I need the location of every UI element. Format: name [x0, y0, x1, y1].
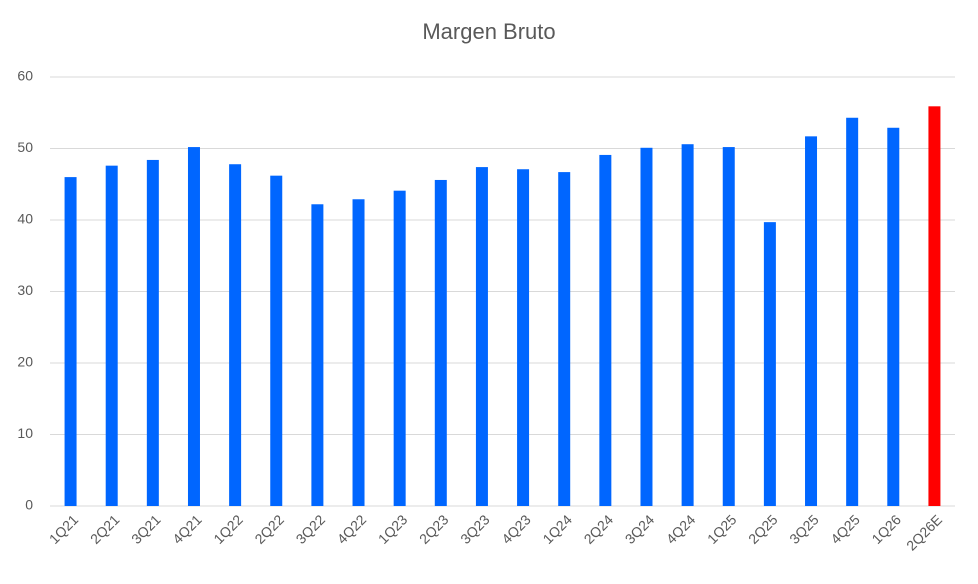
bar	[805, 136, 818, 506]
x-tick-label: 4Q21	[169, 511, 205, 547]
x-tick-label: 1Q26	[869, 511, 905, 547]
x-tick-label: 3Q24	[622, 511, 658, 547]
x-tick-label: 4Q23	[498, 511, 534, 547]
bar	[681, 144, 694, 506]
bar	[640, 147, 653, 506]
x-tick-label: 2Q22	[251, 511, 287, 547]
x-tick-label: 2Q25	[745, 511, 781, 547]
y-tick-label: 10	[17, 425, 33, 441]
y-tick-label: 30	[17, 282, 33, 298]
y-tick-label: 40	[17, 211, 33, 227]
bar	[928, 106, 941, 506]
x-tick-label: 2Q21	[87, 511, 123, 547]
bar	[722, 147, 735, 506]
y-tick-label: 60	[17, 68, 33, 84]
x-tick-label: 4Q22	[334, 511, 370, 547]
y-tick-label: 0	[25, 497, 33, 513]
x-tick-label: 4Q24	[663, 511, 699, 547]
x-tick-label: 1Q24	[539, 511, 575, 547]
bar	[846, 117, 859, 506]
x-tick-label: 2Q23	[416, 511, 452, 547]
bar	[558, 172, 571, 506]
x-tick-label: 3Q23	[457, 511, 493, 547]
bar	[311, 204, 324, 506]
x-tick-label: 2Q24	[581, 511, 617, 547]
bar	[229, 164, 242, 507]
bar	[887, 127, 900, 506]
x-tick-label: 3Q25	[786, 511, 822, 547]
bar	[517, 169, 530, 507]
bar	[475, 167, 488, 506]
x-tick-label: 1Q21	[46, 511, 82, 547]
bar	[763, 222, 776, 506]
chart-title: Margen Bruto	[422, 19, 555, 44]
bar	[64, 177, 77, 506]
x-tick-label: 4Q25	[827, 511, 863, 547]
bar	[434, 179, 447, 506]
x-tick-label: 3Q21	[128, 511, 164, 547]
x-tick-label: 1Q23	[375, 511, 411, 547]
x-tick-label: 2Q26E	[903, 511, 945, 553]
bar	[599, 154, 612, 506]
y-tick-label: 50	[17, 139, 33, 155]
x-tick-label: 1Q22	[210, 511, 246, 547]
bar	[393, 190, 406, 506]
x-tick-label: 3Q22	[293, 511, 329, 547]
x-tick-label: 1Q25	[704, 511, 740, 547]
bar	[352, 199, 365, 506]
bar	[105, 165, 118, 506]
bar	[146, 159, 159, 506]
bar	[187, 147, 200, 506]
bar	[270, 175, 283, 507]
y-tick-label: 20	[17, 354, 33, 370]
